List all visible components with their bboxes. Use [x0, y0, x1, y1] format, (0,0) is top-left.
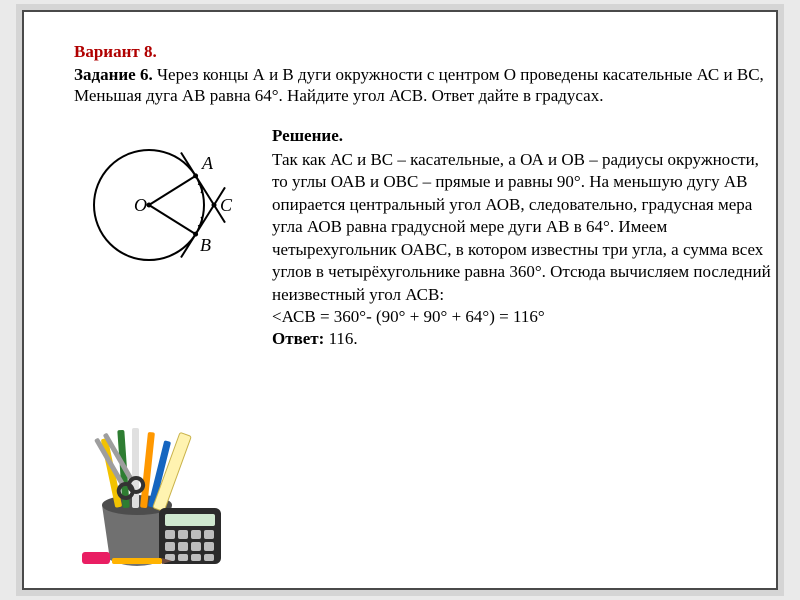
task-body: Через концы А и В дуги окружности с цент… — [74, 65, 764, 105]
label-O: O — [134, 195, 147, 215]
content-area: Вариант 8. Задание 6. Через концы А и В … — [74, 42, 774, 351]
task-text: Задание 6. Через концы А и В дуги окружн… — [74, 64, 774, 107]
label-B: B — [200, 235, 211, 255]
solution-heading: Решение. — [272, 125, 774, 147]
answer-value: 116. — [324, 329, 357, 348]
card-frame: Вариант 8. Задание 6. Через концы А и В … — [22, 10, 778, 590]
answer-label: Ответ: — [272, 329, 324, 348]
body-row: O A B C Решение. Так как АС и ВС – касат… — [74, 119, 774, 351]
stationery-icon — [64, 410, 244, 570]
geometry-figure: O A B C — [74, 125, 254, 290]
solution-body: Так как АС и ВС – касательные, а ОА и ОВ… — [272, 150, 771, 304]
label-A: A — [201, 153, 214, 173]
solution-calc: <АСВ = 360°- (90° + 90° + 64°) = 116° — [272, 307, 545, 326]
solution-block: Решение. Так как АС и ВС – касательные, … — [272, 119, 774, 351]
label-C: C — [220, 195, 233, 215]
variant-title: Вариант 8. — [74, 42, 774, 62]
task-label: Задание 6. — [74, 65, 153, 84]
